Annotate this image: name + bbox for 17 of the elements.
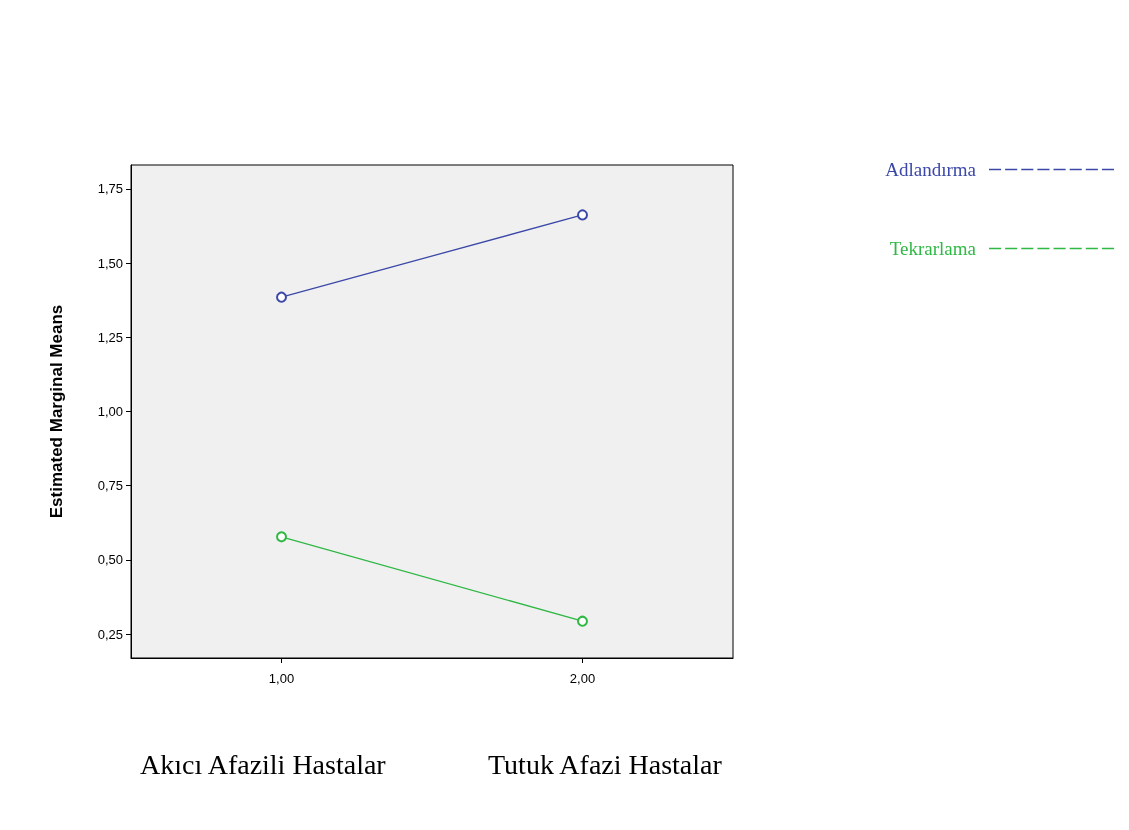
point: [577, 209, 588, 221]
y-tick-label: 1,00: [97, 404, 123, 419]
y-tick-label: 0,25: [97, 626, 123, 642]
point: [276, 291, 287, 303]
legend-label: Adlandırma: [885, 159, 977, 180]
y-tick-label: 0,50: [97, 552, 123, 568]
y-tick-label: 1,75: [97, 181, 123, 197]
y-tick-label: 1,25: [97, 329, 123, 345]
point: [577, 615, 588, 627]
text: Tutuk Afazi Hastalar: [488, 748, 723, 780]
legend-label: Tekrarlama: [889, 238, 977, 259]
y-tick-label: 1,50: [97, 255, 123, 271]
y-axis-title: Estimated Marginal Means: [47, 304, 66, 519]
text: Akıcı Afazili Hastalar: [140, 748, 387, 780]
point: [276, 531, 287, 543]
x-tick-label: 2,00: [569, 671, 596, 686]
y-tick-label: 0,75: [97, 478, 123, 494]
